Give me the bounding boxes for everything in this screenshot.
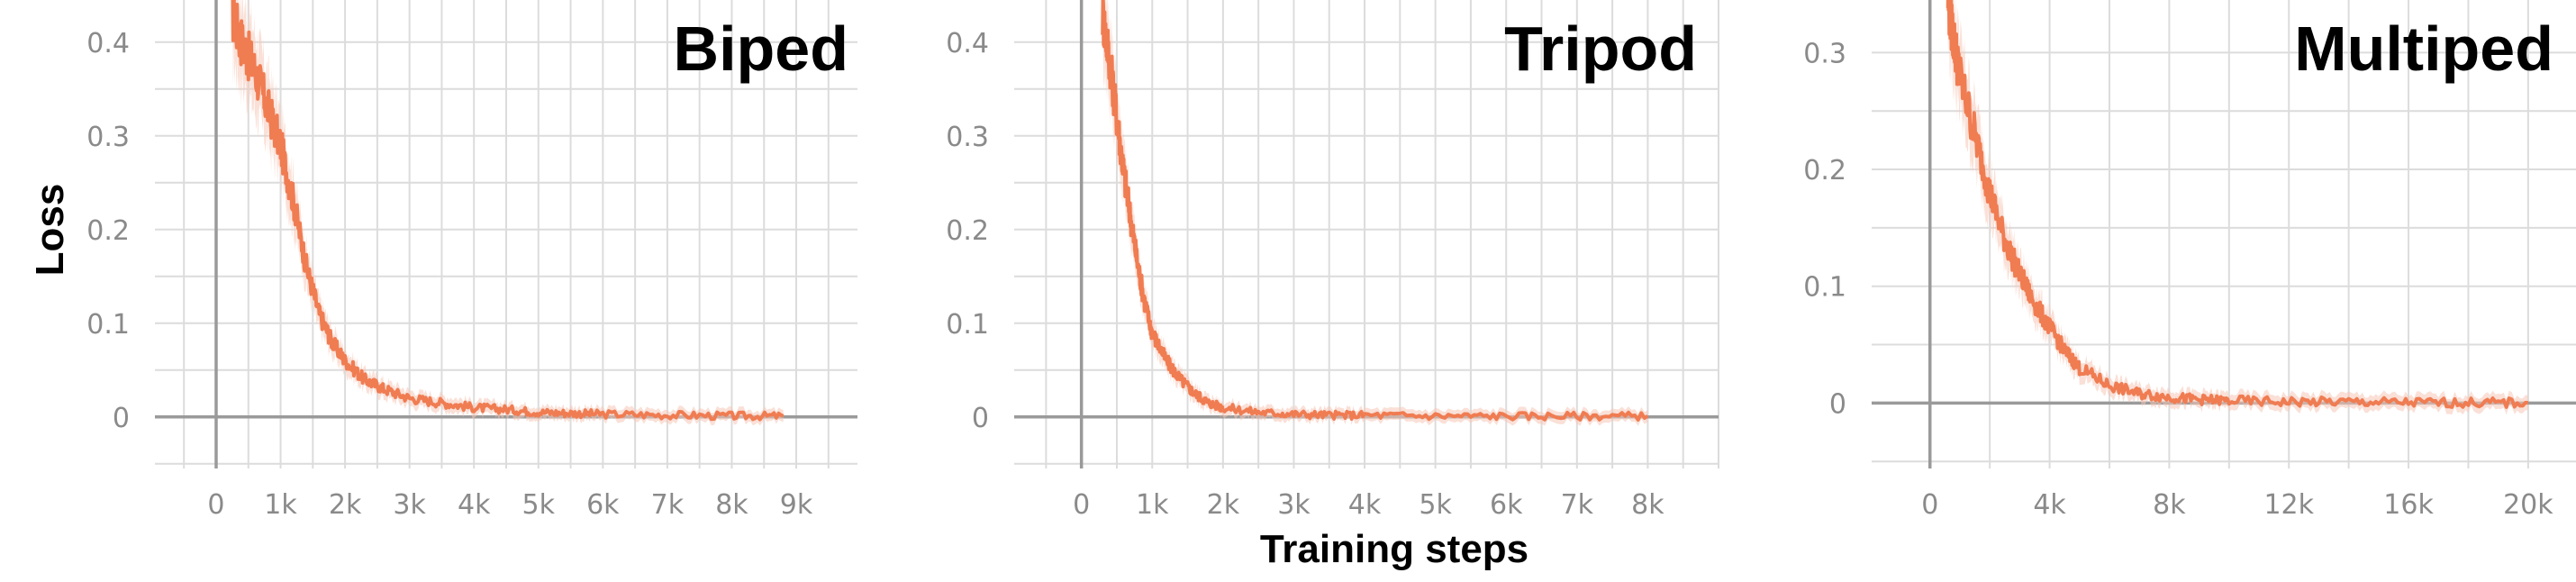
loss-series-line xyxy=(231,0,785,422)
panel-biped: 0 1k 2k 3k 4k 5k 6k 7k 8k 9k 0 0.1 0.2 0.3 0.4 Biped xyxy=(86,0,857,521)
x-tick-label: 7k xyxy=(651,489,685,521)
x-tick-label: 8k xyxy=(715,489,748,521)
y-tick-label: 0.1 xyxy=(946,309,989,341)
x-tick-label: 4k xyxy=(2033,489,2066,521)
y-tick-label: 0.2 xyxy=(946,215,989,247)
x-tick-label: 2k xyxy=(1207,489,1240,521)
y-tick-label: 0.3 xyxy=(86,122,130,153)
x-tick-label: 1k xyxy=(264,489,297,521)
x-tick-label: 5k xyxy=(1419,489,1452,521)
loss-series-line xyxy=(1101,0,1649,422)
x-tick-label: 20k xyxy=(2503,489,2553,521)
x-tick-label: 6k xyxy=(1490,489,1523,521)
y-tick-label: 0 xyxy=(972,403,989,434)
x-tick-label: 9k xyxy=(780,489,813,521)
panel-title: Multiped xyxy=(2294,14,2553,84)
panel-title: Biped xyxy=(674,14,848,84)
y-tick-label: 0.3 xyxy=(946,122,989,153)
y-tick-label: 0 xyxy=(113,403,130,434)
x-tick-label: 12k xyxy=(2263,489,2314,521)
x-tick-label: 0 xyxy=(1921,489,1938,521)
x-tick-label: 16k xyxy=(2383,489,2434,521)
panel-multiped: 0 4k 8k 12k 16k 20k 0 0.1 0.2 0.3 Multiped xyxy=(1803,0,2576,521)
x-tick-label: 0 xyxy=(207,489,224,521)
y-tick-label: 0.1 xyxy=(1803,272,1846,304)
x-tick-label: 2k xyxy=(329,489,362,521)
x-tick-label: 8k xyxy=(2153,489,2186,521)
panel-title: Tripod xyxy=(1504,14,1697,84)
y-axis-title: Loss xyxy=(28,184,72,277)
y-tick-label: 0.4 xyxy=(946,28,989,59)
y-tick-label: 0.2 xyxy=(86,215,130,247)
y-tick-label: 0.3 xyxy=(1803,38,1846,69)
y-tick-label: 0.1 xyxy=(86,309,130,341)
x-tick-label: 0 xyxy=(1073,489,1090,521)
loss-series-line xyxy=(1946,0,2529,409)
x-tick-label: 4k xyxy=(1348,489,1382,521)
panel-tripod: 0 1k 2k 3k 4k 5k 6k 7k 8k 0 0.1 0.2 0.3 0.4 Tripod xyxy=(946,0,1719,521)
x-tick-label: 5k xyxy=(522,489,556,521)
y-tick-label: 0 xyxy=(1829,388,1846,420)
x-tick-label: 6k xyxy=(586,489,620,521)
x-axis-title: Training steps xyxy=(1260,527,1528,571)
x-tick-label: 1k xyxy=(1136,489,1169,521)
x-tick-label: 8k xyxy=(1631,489,1664,521)
x-tick-label: 3k xyxy=(1277,489,1311,521)
x-tick-label: 7k xyxy=(1561,489,1594,521)
y-tick-label: 0.4 xyxy=(86,28,130,59)
y-tick-label: 0.2 xyxy=(1803,155,1846,186)
x-tick-label: 3k xyxy=(393,489,426,521)
x-tick-label: 4k xyxy=(458,489,491,521)
